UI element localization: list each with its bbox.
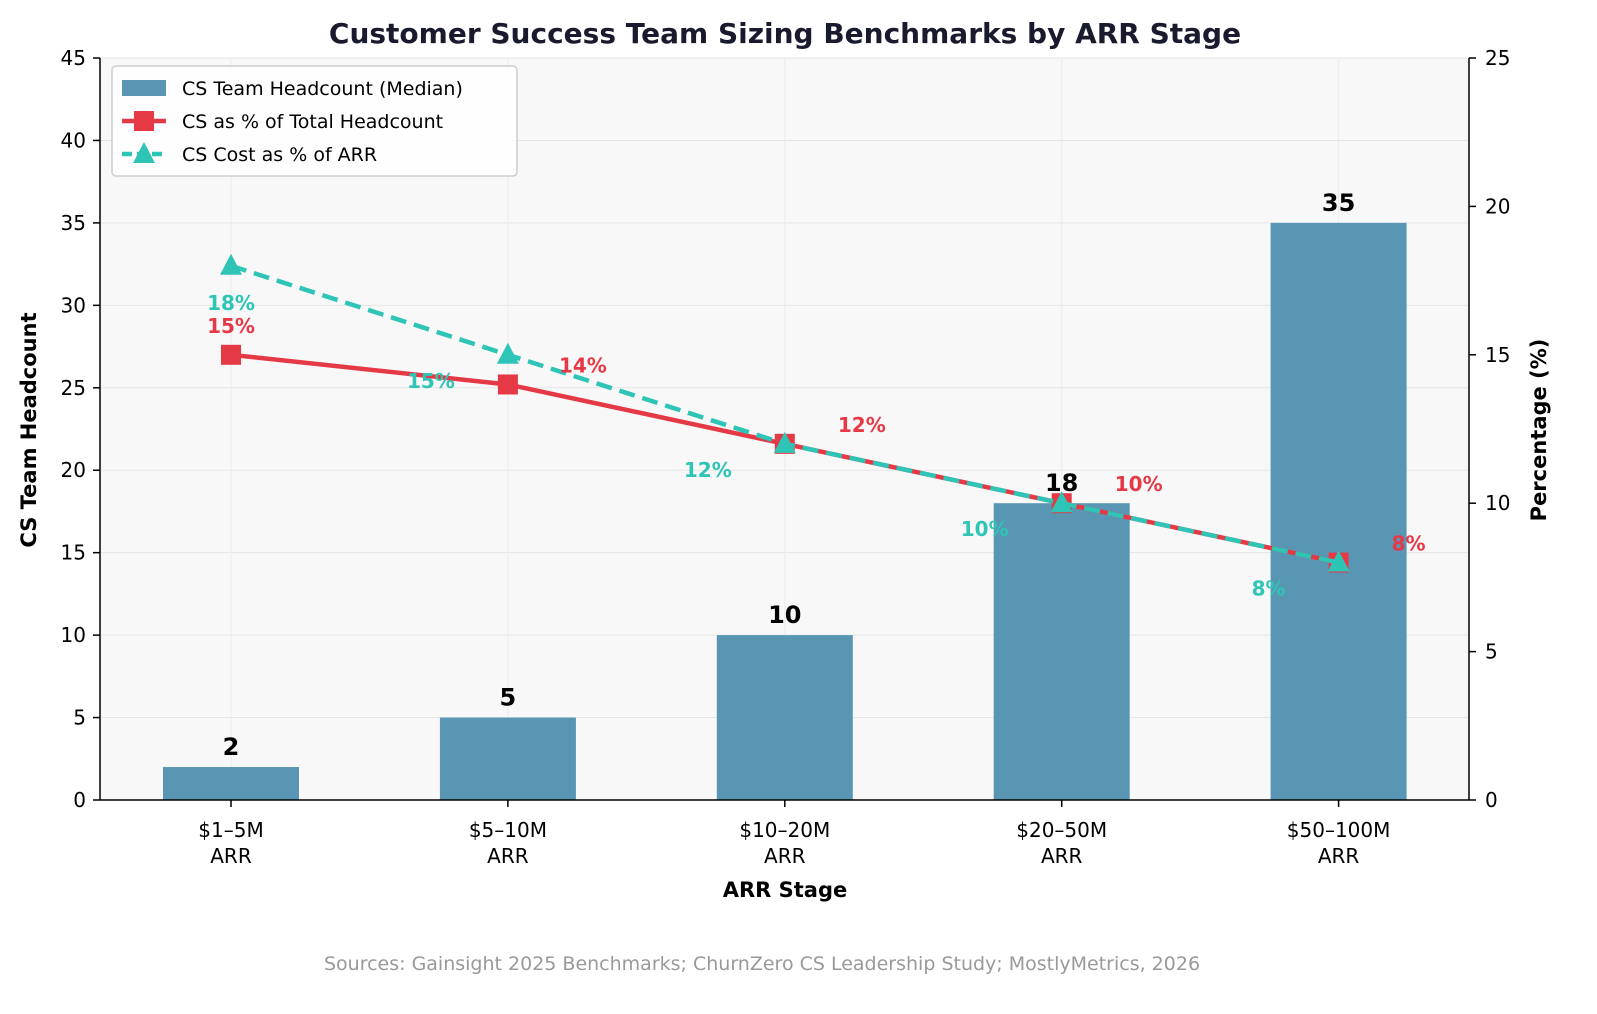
legend-box <box>111 65 518 177</box>
triangle-marker <box>1327 550 1350 572</box>
percent-data-label: 15% <box>207 314 255 338</box>
source-note: Sources: Gainsight 2025 Benchmarks; Chur… <box>324 953 1200 975</box>
y-tick-label: 35 <box>61 211 86 235</box>
bar-value-label: 18 <box>1045 469 1078 497</box>
y-tick-label: 45 <box>61 46 86 70</box>
y-tick-label: 20 <box>61 458 86 482</box>
bar <box>1270 222 1407 800</box>
bar <box>993 503 1130 800</box>
y-tick-label: 0 <box>73 788 86 812</box>
triangle-marker <box>773 431 796 453</box>
bar-value-label: 10 <box>768 601 801 629</box>
triangle-marker <box>220 253 242 275</box>
square-marker <box>497 374 518 395</box>
x-tick-label: ARR <box>210 844 252 868</box>
bar <box>439 717 576 800</box>
bar-layer <box>163 222 1407 800</box>
percent-data-label: 12% <box>838 413 886 437</box>
y-axis-title: CS Team Headcount <box>17 312 41 547</box>
y2-tick-label: 25 <box>1485 46 1510 70</box>
bar <box>163 767 299 800</box>
x-tick-label: ARR <box>487 844 529 868</box>
x-tick-label: ARR <box>1041 844 1083 868</box>
legend-square-marker <box>134 111 154 131</box>
bar-value-label: 35 <box>1322 189 1355 217</box>
y-tick-label: 5 <box>73 706 86 730</box>
square-marker <box>221 344 241 365</box>
legend-swatch-bar <box>122 80 166 96</box>
bar-value-label: 2 <box>223 733 240 761</box>
y2-axis-title: Percentage (%) <box>1527 339 1551 522</box>
percent-data-label: 10% <box>961 517 1009 541</box>
y-tick-label: 10 <box>61 623 86 647</box>
bar-value-label: 5 <box>500 684 517 712</box>
percent-data-label: 8% <box>1392 532 1426 556</box>
x-tick-label: $50–100M <box>1287 818 1391 842</box>
y2-tick-label: 10 <box>1485 491 1510 515</box>
percent-data-label: 12% <box>684 458 732 482</box>
legend-entry-label: CS as % of Total Headcount <box>182 111 443 133</box>
chart-title: Customer Success Team Sizing Benchmarks … <box>329 17 1241 50</box>
y2-tick-label: 15 <box>1485 343 1510 367</box>
x-tick-label: $5–10M <box>469 818 547 842</box>
x-tick-label: $1–5M <box>198 818 263 842</box>
percent-data-label: 15% <box>407 369 455 393</box>
y2-tick-label: 5 <box>1485 640 1498 664</box>
y-tick-label: 30 <box>61 293 86 317</box>
legend-entry-label: CS Team Headcount (Median) <box>182 78 463 100</box>
axis-layer: 0510152025303540450510152025$1–5MARR$5–1… <box>61 46 1511 868</box>
percent-data-label: 18% <box>207 291 255 315</box>
x-tick-label: $10–20M <box>739 818 830 842</box>
legend-entry-label: CS Cost as % of ARR <box>182 144 377 166</box>
triangle-marker <box>496 342 519 364</box>
percent-data-label: 8% <box>1252 577 1286 601</box>
percent-data-label: 14% <box>559 353 607 377</box>
y2-tick-label: 0 <box>1485 788 1498 812</box>
x-axis-title: ARR Stage <box>723 878 848 902</box>
y2-tick-label: 20 <box>1485 194 1510 218</box>
triangle-marker <box>1050 491 1073 513</box>
bar <box>716 635 853 800</box>
percent-data-label: 10% <box>1115 472 1163 496</box>
y-tick-label: 40 <box>61 128 86 152</box>
line-layer <box>220 253 1350 573</box>
y-tick-label: 15 <box>61 541 86 565</box>
legend-triangle-marker <box>133 142 155 163</box>
x-tick-label: ARR <box>1318 844 1360 868</box>
legend: CS Team Headcount (Median) CS as % of Tot… <box>111 65 518 177</box>
x-tick-label: $20–50M <box>1016 818 1107 842</box>
y-tick-label: 25 <box>61 376 86 400</box>
x-tick-label: ARR <box>764 844 806 868</box>
